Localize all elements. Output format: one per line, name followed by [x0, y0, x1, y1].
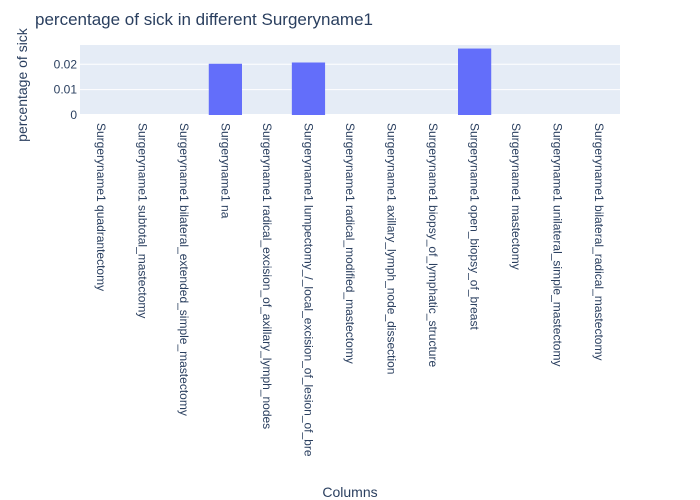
x-tick-label: Surgeryname1 biopsy_of_lymphatic_structu…: [426, 123, 440, 367]
chart-title: percentage of sick in different Surgeryn…: [35, 10, 373, 29]
y-axis-ticks: 0 0.01 0.02: [54, 57, 78, 122]
x-tick-label: Surgeryname1 bilateral_extended_simple_m…: [177, 123, 191, 416]
x-tick-label: Surgeryname1 axillary_lymph_node_dissect…: [385, 123, 399, 374]
y-tick-label: 0.02: [54, 57, 78, 71]
x-tick-label: Surgeryname1 bilateral_radical_mastectom…: [592, 123, 606, 360]
bar: [458, 48, 492, 116]
y-tick-label: 0: [70, 108, 77, 122]
x-tick-label: Surgeryname1 open_biopsy_of_breast: [468, 123, 482, 330]
gridlines: [80, 63, 620, 116]
x-tick-label: Surgeryname1 quadrantectomy: [94, 123, 108, 291]
x-tick-label: Surgeryname1 radical_modified_mastectomy: [343, 123, 357, 364]
x-tick-label: Surgeryname1 unilateral_simple_mastectom…: [551, 123, 565, 366]
bar: [208, 63, 242, 115]
plot-area: [80, 45, 620, 115]
x-axis-title: Columns: [322, 484, 377, 500]
x-axis-ticks: Surgeryname1 quadrantectomy Surgeryname1 …: [94, 123, 606, 457]
x-tick-label: Surgeryname1 lumpectomy_/_local_excision…: [301, 123, 315, 457]
x-tick-label: Surgeryname1 na: [218, 123, 232, 219]
bars: [208, 48, 492, 116]
x-tick-label: Surgeryname1 mastectomy: [509, 123, 523, 270]
x-tick-label: Surgeryname1 subtotal_mastectomy: [135, 123, 149, 318]
bar: [291, 62, 326, 115]
x-tick-label: Surgeryname1 radical_excision_of_axillar…: [260, 123, 274, 429]
y-axis-title: percentage of sick: [14, 27, 30, 142]
y-tick-label: 0.01: [54, 83, 78, 97]
